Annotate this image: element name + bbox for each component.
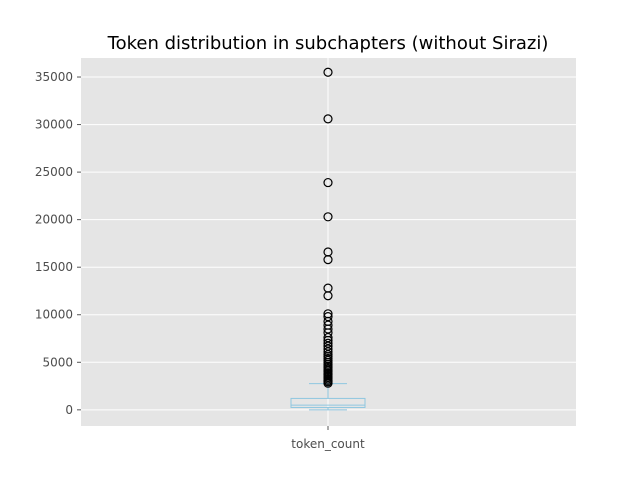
y-tick-label: 25000 xyxy=(35,165,73,179)
outlier-point xyxy=(323,67,333,77)
chart-title: Token distribution in subchapters (witho… xyxy=(107,33,549,54)
outlier-point xyxy=(323,338,333,348)
y-tick-label: 35000 xyxy=(35,70,73,84)
outlier-point xyxy=(323,312,333,322)
y-tick-label: 10000 xyxy=(35,308,73,322)
gridlines xyxy=(81,58,576,426)
outlier-point xyxy=(323,247,333,257)
y-axis-ticks: 0 5000 10000 15000 20000 25000 30000 35000 xyxy=(35,70,81,417)
iqr-box xyxy=(290,397,366,408)
outlier-point xyxy=(323,177,333,188)
outlier-point xyxy=(323,212,333,222)
y-tick-label: 0 xyxy=(65,403,73,417)
y-tick-label: 20000 xyxy=(35,213,73,227)
y-tick-label: 15000 xyxy=(35,260,73,274)
box-group xyxy=(290,383,366,411)
outlier-point xyxy=(323,283,333,293)
outlier-point xyxy=(323,114,333,124)
y-tick-label: 30000 xyxy=(35,118,73,132)
outlier-points xyxy=(323,67,333,388)
x-axis-ticks: token_count xyxy=(291,426,365,451)
outlier-point xyxy=(323,309,333,319)
x-tick-label-token-count: token_count xyxy=(291,437,365,451)
y-tick-label: 5000 xyxy=(42,355,73,369)
